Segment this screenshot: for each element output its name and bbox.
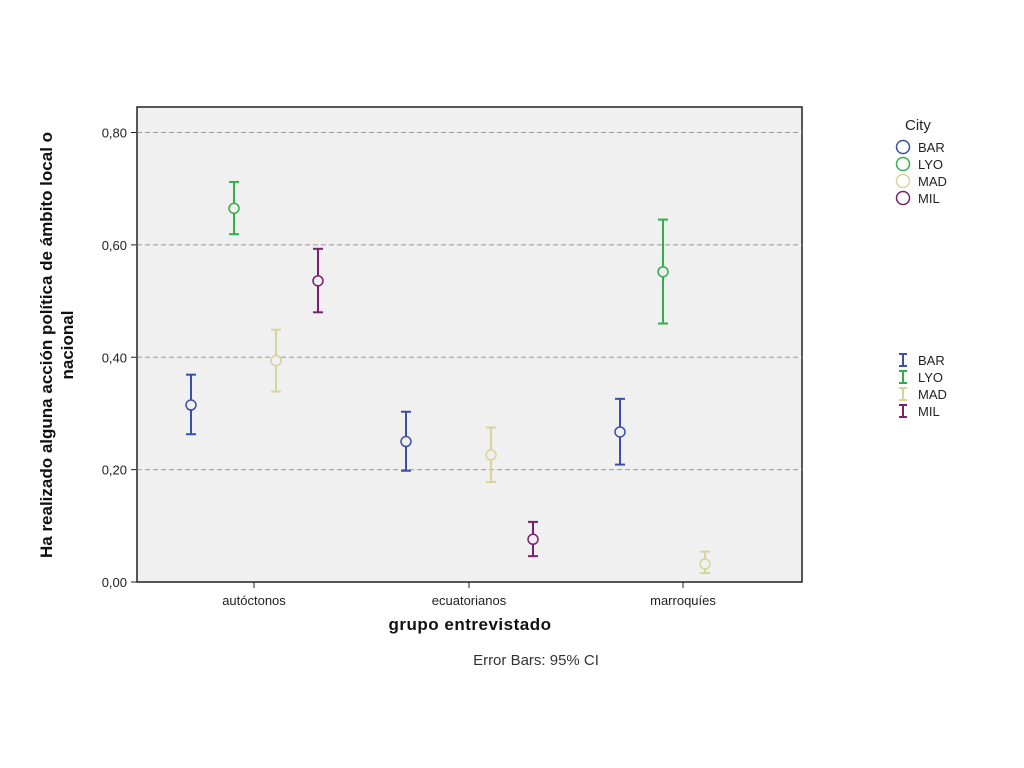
gridlines [137,132,802,471]
legend-marker-mil [895,190,911,206]
mean-point [185,399,197,411]
legend-marker-bar [895,139,911,155]
legend-bar-mil [899,404,907,418]
mean-point [485,449,497,461]
y-tick-label: 0,80 [102,126,127,141]
plot-background [136,106,803,583]
legend-markers: City BAR LYO MAD MIL [895,117,947,206]
y-axis-label-line-2: nacional [58,311,77,380]
y-axis-label: Ha realizado alguna acción política de á… [37,132,77,558]
y-axis-label-line-1: Ha realizado alguna acción política de á… [37,132,56,558]
legend-label: LYO [918,370,943,385]
y-axis: 0,00 0,20 0,40 0,60 0,80 [102,126,137,590]
legend-label: MAD [918,174,947,189]
error-bar-mad [485,426,497,483]
legend-label: BAR [918,140,945,155]
mean-point [614,426,626,438]
legend-bar-lyo [899,370,907,384]
x-axis: autóctonos ecuatorianos marroquíes [222,582,716,608]
legend-title: City [905,117,931,134]
y-tick-label: 0,20 [102,463,127,478]
legend-label: MAD [918,387,947,402]
mean-point [312,275,324,287]
legend-bar-bar [899,353,907,367]
data-marks [185,180,711,575]
mean-point [657,266,669,278]
y-tick-label: 0,00 [102,575,127,590]
legend-error-bars: BAR LYO MAD MIL [899,353,947,419]
mean-point [400,435,412,448]
mean-point [699,558,711,570]
mean-point [270,354,282,367]
error-bar-bar [400,410,412,472]
legend-label: LYO [918,157,943,172]
legend-marker-mad [895,173,911,189]
x-tick-label: ecuatorianos [432,593,507,608]
error-bar-note: Error Bars: 95% CI [473,652,599,669]
legend-label: MIL [918,404,940,419]
error-bar-mad [699,550,711,575]
error-bar-bar [614,397,626,466]
x-tick-label: autóctonos [222,593,286,608]
error-bar-mad [270,328,282,393]
mean-point [527,533,539,546]
y-tick-label: 0,60 [102,238,127,253]
mean-point [228,202,240,215]
error-bar-lyo [657,218,669,325]
legend-label: MIL [918,191,940,206]
legend-marker-lyo [895,156,911,172]
legend-bar-mad [899,387,907,401]
x-axis-label: grupo entrevistado [389,615,552,634]
legend-label: BAR [918,353,945,368]
error-bar-lyo [228,180,240,236]
error-bar-mil [312,247,324,314]
x-tick-label: marroquíes [650,593,716,608]
error-bar-bar [185,373,197,436]
error-bar-mil [527,520,539,558]
y-tick-label: 0,40 [102,350,127,365]
